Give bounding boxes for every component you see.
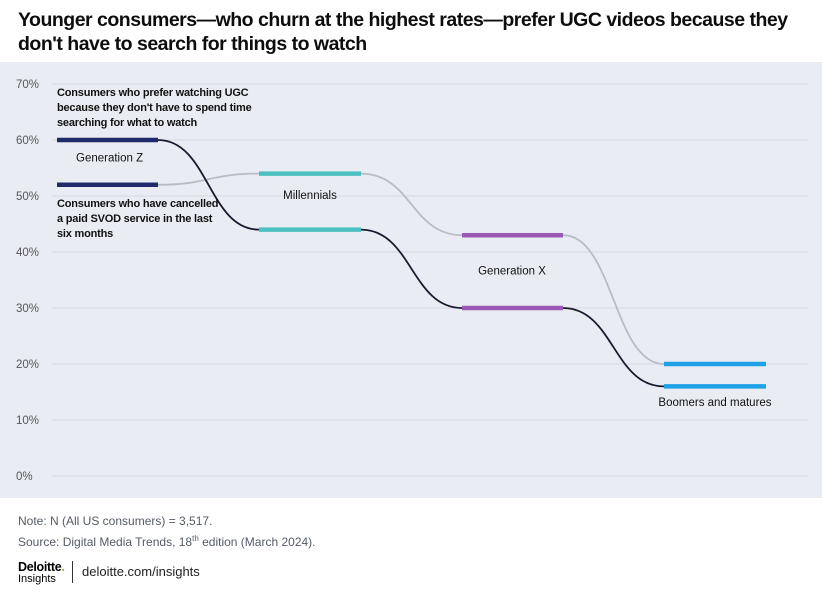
- series-label: Consumers who have cancelled: [57, 198, 218, 210]
- y-tick-label: 70%: [16, 79, 39, 91]
- chart-note: Note: N (All US consumers) = 3,517.: [18, 514, 213, 528]
- series-label: searching for what to watch: [57, 117, 198, 129]
- y-tick-label: 50%: [16, 191, 39, 203]
- category-label: Generation X: [478, 265, 546, 277]
- chart-panel: [0, 62, 822, 498]
- chart-plot: 0% 10% 20% 30% 40% 50% 60% 70% Generation Z Mille…: [16, 79, 808, 483]
- source-prefix: Source: Digital Media Trends, 18: [18, 535, 193, 549]
- chart-source: Source: Digital Media Trends, 18th editi…: [18, 534, 316, 549]
- series-label: six months: [57, 228, 113, 240]
- y-tick-label: 60%: [16, 135, 39, 147]
- y-tick-label: 30%: [16, 303, 39, 315]
- source-superscript: th: [192, 534, 199, 543]
- brand-dot: .: [61, 560, 65, 574]
- chart-title: Younger consumers—who churn at the highe…: [18, 9, 788, 55]
- y-tick-label: 10%: [16, 415, 39, 427]
- series-label: Consumers who prefer watching UGC: [57, 87, 249, 99]
- category-label: Boomers and matures: [658, 397, 771, 409]
- series-connector-line: [57, 172, 766, 365]
- series-connector-line: [57, 139, 766, 388]
- source-suffix: edition (March 2024).: [198, 535, 316, 549]
- brand-sub: Insights: [18, 573, 56, 585]
- series-label: a paid SVOD service in the last: [57, 213, 213, 225]
- y-tick-label: 40%: [16, 247, 39, 259]
- y-tick-label: 0%: [16, 471, 33, 483]
- deloitte-logo: Deloitte.: [18, 560, 65, 574]
- footer-link[interactable]: deloitte.com/insights: [82, 564, 200, 579]
- brand-name: Deloitte: [18, 560, 62, 574]
- footer-divider: [72, 561, 73, 583]
- y-tick-label: 20%: [16, 359, 39, 371]
- series-label: because they don't have to spend time: [57, 102, 252, 114]
- category-label: Generation Z: [76, 152, 143, 164]
- category-label: Millennials: [283, 190, 337, 202]
